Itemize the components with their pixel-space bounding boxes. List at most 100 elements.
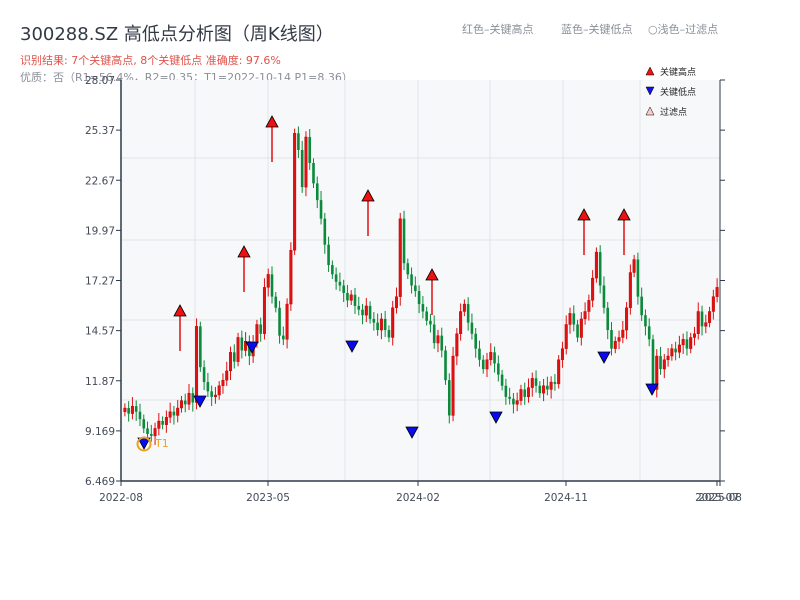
candle-up [225, 370, 229, 381]
candle-down [206, 382, 210, 392]
candle-down [576, 324, 579, 338]
key-low-marker [645, 383, 659, 396]
candle-down [546, 385, 549, 390]
legend-label: 关键高点 [660, 66, 696, 78]
y-tick-label: 6.469 [85, 476, 115, 488]
candle-down [636, 259, 640, 297]
x-tick-label: 2025-08 [698, 492, 742, 504]
candle-down [534, 378, 538, 386]
candle-down [598, 252, 602, 286]
candle-down [429, 320, 432, 325]
candle-down [504, 385, 508, 397]
candle-up [244, 340, 248, 351]
candle-up [568, 313, 572, 325]
candle-down [414, 285, 417, 292]
candle-up [213, 394, 217, 398]
candle-down [421, 304, 425, 312]
y-tick-label: 19.97 [85, 225, 115, 237]
candle-down [278, 307, 281, 336]
candle-down [602, 285, 606, 308]
candle-down [331, 265, 334, 275]
candle-up [542, 385, 546, 394]
candle-down [372, 318, 376, 323]
candle-up [459, 311, 463, 334]
candle-up [217, 385, 221, 396]
candle-down [282, 335, 285, 340]
y-tick-label: 14.57 [85, 326, 115, 338]
candle-up [289, 250, 293, 305]
candle-down [346, 292, 349, 301]
candle-down [402, 218, 406, 264]
candle-down [172, 411, 176, 416]
key-high-marker [237, 245, 251, 258]
candle-down [312, 162, 315, 184]
candle-up [255, 324, 259, 344]
candle-up [677, 344, 681, 353]
key-low-marker [193, 395, 207, 408]
candle-down [497, 363, 500, 375]
candle-up [349, 294, 353, 301]
candle-down [297, 133, 300, 150]
candle-up [625, 307, 629, 331]
key-high-marker [425, 268, 439, 281]
candle-up [489, 352, 493, 360]
candle-down [342, 285, 345, 293]
candle-up [462, 303, 466, 312]
candle-down [308, 136, 312, 163]
candle-up [164, 417, 168, 425]
legend-low-icon [645, 86, 655, 96]
key-low-marker [597, 351, 611, 364]
candle-down [417, 291, 421, 305]
candle-up [557, 359, 561, 385]
candle-up [681, 339, 685, 346]
candle-down [538, 385, 542, 394]
candle-down [447, 380, 451, 416]
candle-down [523, 389, 527, 397]
candle-up [394, 296, 398, 308]
candle-down [240, 337, 244, 351]
y-tick-label: 22.67 [85, 175, 115, 187]
candle-up [123, 407, 127, 412]
candle-down [149, 434, 153, 436]
candle-down [161, 421, 164, 425]
candle-up [176, 407, 180, 416]
candle-down [512, 398, 515, 405]
key-high-marker [577, 208, 591, 221]
candle-down [444, 350, 447, 381]
x-tick-label: 2024-02 [396, 492, 440, 504]
x-tick-label: 2022-08 [99, 492, 143, 504]
candle-down [376, 322, 379, 331]
key-low-marker [405, 426, 419, 439]
candle-up [632, 259, 636, 273]
candle-up [436, 335, 440, 344]
candle-up [455, 333, 459, 357]
candle-up [364, 305, 368, 316]
candle-up [692, 333, 696, 338]
candle-up [485, 359, 489, 370]
x-tick-label: 2023-05 [246, 492, 290, 504]
candle-up [670, 348, 674, 357]
x-tick-label: 2025-07 [695, 492, 739, 504]
candle-down [500, 374, 504, 386]
candle-up [591, 277, 595, 301]
result-summary: 识别结果: 7个关键高点, 8个关键低点 准确度: 97.6% [20, 54, 281, 67]
candle-down [138, 411, 142, 420]
legend-high-icon [645, 66, 655, 76]
candle-up [229, 352, 233, 372]
legend-filtered-icon [645, 106, 655, 116]
key-low-marker [245, 341, 259, 354]
candle-down [466, 304, 470, 323]
candle-down [146, 428, 149, 435]
pivot-markers: T1 [136, 115, 659, 452]
y-tick-label: 25.37 [85, 125, 115, 137]
y-tick-label: 28.07 [85, 75, 115, 87]
axes: 28.07 25.37 22.67 19.97 17.27 14.57 11.87 9.169… [85, 75, 742, 504]
gridlines [121, 80, 720, 481]
candle-up [549, 381, 553, 390]
candle-down [508, 396, 511, 399]
candle-down [478, 348, 481, 360]
candle-up [560, 348, 564, 360]
candle-up [527, 387, 531, 398]
candle-down [425, 311, 428, 321]
candle-down [493, 352, 496, 364]
